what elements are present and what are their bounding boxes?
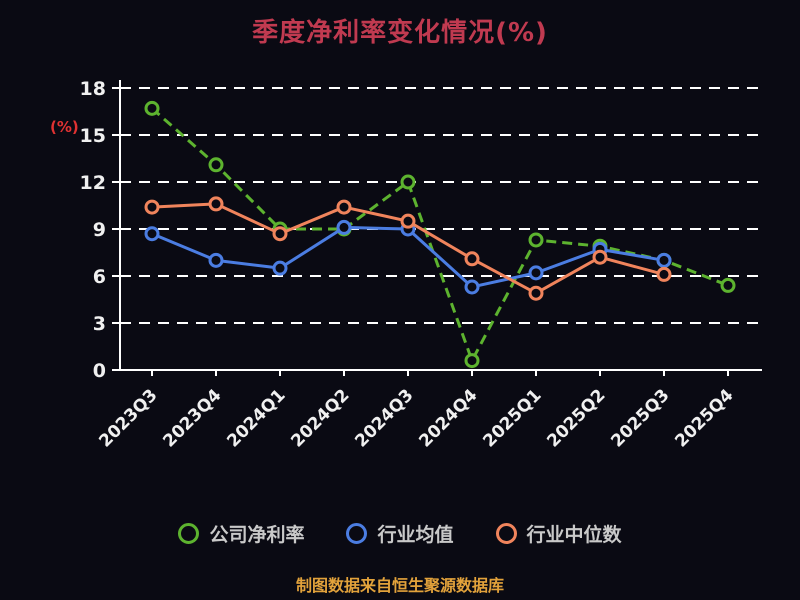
x-tick-label: 2025Q2 <box>543 385 609 451</box>
legend-item-company-net-margin: 公司净利率 <box>178 520 304 547</box>
y-axis-unit-label: (%) <box>50 118 79 136</box>
series-line-0 <box>151 107 729 363</box>
y-tick-label: 18 <box>80 78 106 100</box>
y-tick-label: 12 <box>80 172 106 194</box>
data-point-series-1 <box>272 260 288 276</box>
data-point-series-2 <box>336 199 352 215</box>
legend-label-industry-mean: 行业均值 <box>377 524 454 546</box>
legend-label-industry-median: 行业中位数 <box>526 524 622 546</box>
x-tick-label: 2024Q4 <box>415 385 481 451</box>
legend-item-industry-median: 行业中位数 <box>495 520 622 547</box>
x-tick-label: 2024Q1 <box>223 385 289 451</box>
legend-label-company-net-margin: 公司净利率 <box>209 524 305 546</box>
data-point-series-0 <box>400 174 416 190</box>
x-tick-label: 2025Q4 <box>671 385 737 451</box>
x-tick-label: 2023Q4 <box>159 385 225 451</box>
data-point-series-1 <box>208 252 224 268</box>
data-point-series-0 <box>720 277 736 293</box>
x-tick-label: 2025Q3 <box>607 385 673 451</box>
data-point-series-1 <box>336 219 352 235</box>
legend-item-industry-mean: 行业均值 <box>346 520 454 547</box>
data-source-note: 制图数据来自恒生聚源数据库 <box>295 576 504 595</box>
y-tick-label: 9 <box>93 219 106 241</box>
data-point-series-1 <box>144 226 160 242</box>
legend-marker-green-circle-icon <box>178 523 200 544</box>
chart-legend: 公司净利率 行业均值 行业中位数 <box>0 520 800 547</box>
data-point-series-0 <box>144 100 160 116</box>
y-tick-label: 6 <box>93 266 106 288</box>
legend-marker-orange-circle-icon <box>495 523 517 544</box>
data-point-series-0 <box>464 353 480 369</box>
legend-marker-blue-circle-icon <box>346 523 368 544</box>
data-point-series-2 <box>656 266 672 282</box>
data-point-series-2 <box>528 285 544 301</box>
y-tick-label: 15 <box>80 125 106 147</box>
data-point-series-1 <box>656 252 672 268</box>
data-point-series-0 <box>208 157 224 173</box>
chart-title: 季度净利率变化情况(%) <box>252 18 548 48</box>
x-tick-label: 2024Q2 <box>287 385 353 451</box>
x-tick-label: 2025Q1 <box>479 385 545 451</box>
data-point-series-2 <box>464 251 480 267</box>
data-point-series-2 <box>272 226 288 242</box>
x-tick-label: 2024Q3 <box>351 385 417 451</box>
data-point-series-0 <box>528 232 544 248</box>
y-tick-label: 3 <box>93 313 106 335</box>
data-point-series-2 <box>592 249 608 265</box>
data-point-series-2 <box>208 196 224 212</box>
x-tick-label: 2023Q3 <box>95 385 161 451</box>
data-point-series-1 <box>528 265 544 281</box>
data-point-series-2 <box>144 199 160 215</box>
y-tick-label: 0 <box>93 360 106 382</box>
data-point-series-1 <box>464 279 480 295</box>
line-chart: 0 3 6 9 12 15 18 2023Q32023Q42024Q12024Q22024Q3… <box>80 78 762 452</box>
data-point-series-2 <box>400 213 416 229</box>
